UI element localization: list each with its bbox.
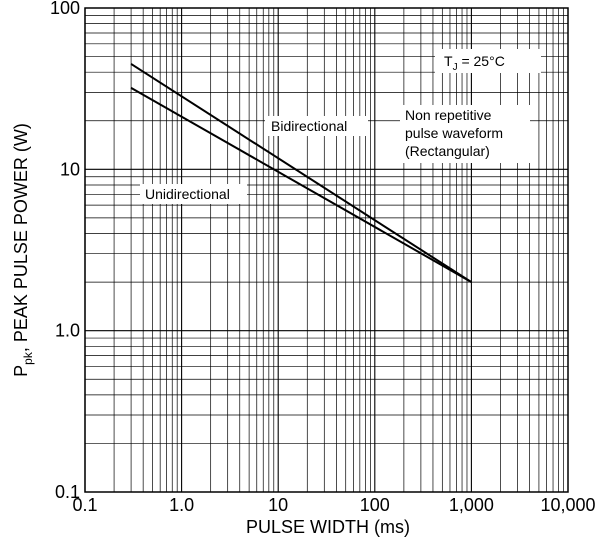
waveform-annotation-line3: (Rectangular) (405, 143, 490, 159)
y-tick-label: 0.1 (55, 482, 80, 502)
waveform-annotation-line1: Non repetitive (405, 107, 492, 123)
temp-annotation-bg (435, 49, 541, 73)
unidirectional-label-bg (140, 184, 247, 204)
unidirectional-label: Unidirectional (145, 186, 230, 202)
temp-annotation: TJ = 25°C (444, 53, 505, 73)
y-tick-label: 10 (60, 159, 80, 179)
waveform-annotation-bg (400, 105, 530, 163)
x-tick-label: 10,000 (540, 495, 595, 515)
x-tick-label: 10 (268, 495, 288, 515)
bidirectional-label-bg (265, 116, 368, 136)
y-tick-label: 100 (50, 0, 80, 18)
series-line-bidirectional (130, 63, 472, 283)
x-tick-label: 100 (360, 495, 390, 515)
x-tick-label: 1,000 (449, 495, 494, 515)
series-line-unidirectional (130, 86, 472, 283)
plot-frame (84, 7, 569, 493)
waveform-annotation-line2: pulse waveform (405, 125, 503, 141)
grid-minor (85, 8, 568, 492)
tick-labels: 0.1 1.0 10 100 1,000 10,000 0.1 1.0 10 100 (50, 0, 596, 515)
series-layer (130, 63, 472, 283)
x-tick-label: 1.0 (169, 495, 194, 515)
y-axis-label: Ppk, PEAK PULSE POWER (W) (11, 123, 35, 377)
bidirectional-label: Bidirectional (271, 118, 347, 134)
y-tick-label: 1.0 (55, 321, 80, 341)
x-tick-label: 0.1 (72, 495, 97, 515)
x-axis-label: PULSE WIDTH (ms) (246, 517, 410, 537)
